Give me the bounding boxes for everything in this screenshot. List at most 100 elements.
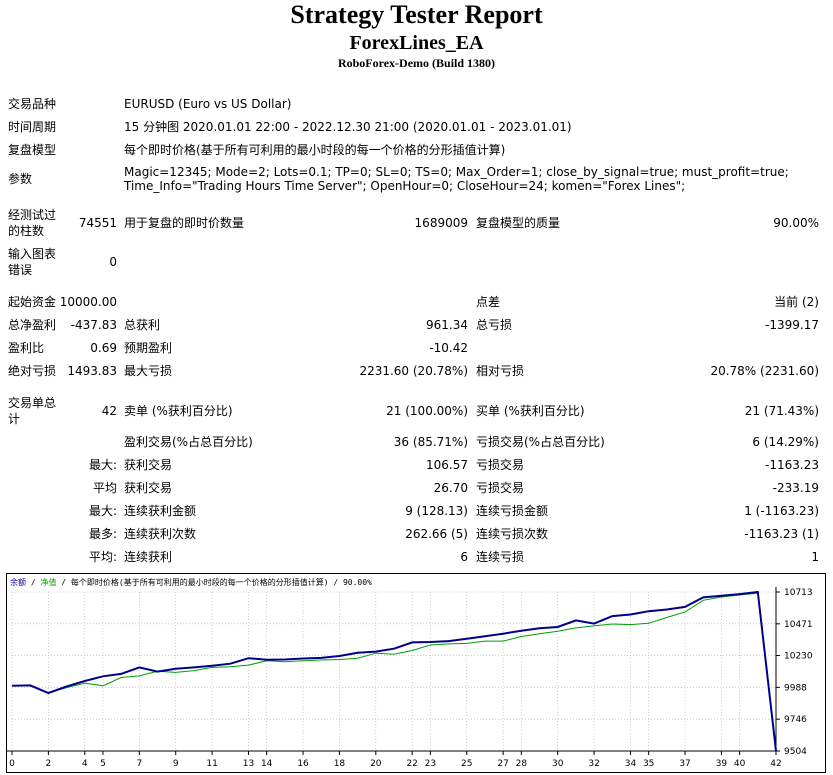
spread-label: 点差 <box>476 295 501 309</box>
short-trades-value: 21 (100.00%) <box>386 404 468 418</box>
gross-profit-value: 961.34 <box>426 318 468 332</box>
y-tick-labels: 10713 10471 10230 9988 9746 9504 <box>784 588 813 757</box>
profit-factor-value: 0.69 <box>90 341 117 355</box>
total-trades-value: 42 <box>101 404 117 418</box>
x-tick-labels: 0 2 4 5 7 9 11 13 14 16 18 20 22 23 25 27 28 30 32 34 35 37 39… <box>9 759 782 769</box>
x-tick-label: 27 <box>497 759 508 769</box>
symbol-label: 交易品种 <box>8 97 57 111</box>
errors-label-1: 输入图表 <box>8 247 57 261</box>
max-drawdown-value: 2231.60 (20.78%) <box>359 364 468 378</box>
period-value: 15 分钟图 2020.01.01 22:00 - 2022.12.30 21:… <box>124 120 572 134</box>
profit-trades-value: 36 (85.71%) <box>393 435 468 449</box>
avg-consec-wins-value: 6 <box>460 550 468 564</box>
avg-loss-label: 亏损交易 <box>476 481 525 495</box>
x-tick-label: 34 <box>625 759 637 769</box>
abs-drawdown-label: 绝对亏损 <box>8 364 57 378</box>
x-tick-label: 18 <box>334 759 346 769</box>
max-consec-wins-label: 连续获利金额 <box>124 504 197 518</box>
x-tick-label: 32 <box>588 759 599 769</box>
largest-profit-label: 获利交易 <box>124 458 173 472</box>
x-tick-label: 11 <box>206 759 217 769</box>
average-prefix: 平均 <box>92 481 117 495</box>
max-consec-loss-label: 连续亏损次数 <box>476 527 549 541</box>
x-tick-label: 22 <box>406 759 417 769</box>
most-prefix: 最多: <box>88 527 117 541</box>
chart-legend: 余额 / 净值 / 每个即时价格(基于所有可利用的最小时段的每一个价格的分形插值… <box>10 577 372 587</box>
x-tick-label: 16 <box>297 759 309 769</box>
x-tick-label: 40 <box>734 759 746 769</box>
loss-trades-label: 亏损交易(%占总百分比) <box>476 435 605 449</box>
net-profit-value: -437.83 <box>70 318 117 332</box>
avg-consec-wins-label: 连续获利 <box>124 550 173 564</box>
y-tick-label: 10713 <box>784 588 813 598</box>
initial-deposit-label: 起始资金 <box>8 295 57 309</box>
x-tick-label: 14 <box>261 759 273 769</box>
long-trades-value: 21 (71.43%) <box>744 404 819 418</box>
max-consec-losses-label: 连续亏损金额 <box>476 504 549 518</box>
x-tick-label: 20 <box>370 759 382 769</box>
largest-loss-value: -1163.23 <box>765 458 819 472</box>
bars-label-1: 经测试过 <box>8 208 57 222</box>
bars-value: 74551 <box>78 216 117 230</box>
gross-loss-value: -1399.17 <box>765 318 819 332</box>
model-value: 每个即时价格(基于所有可利用的最小时段的每一个价格的分形插值计算) <box>124 143 506 157</box>
short-trades-label: 卖单 (%获利百分比) <box>124 404 233 418</box>
total-trades-label-1: 交易单总 <box>8 396 57 410</box>
expected-payoff-value: -10.42 <box>429 341 468 355</box>
x-tick-label: 28 <box>516 759 528 769</box>
y-tick-label: 9988 <box>784 683 807 693</box>
net-profit-label: 总净盈利 <box>8 318 57 332</box>
rel-drawdown-value: 20.78% (2231.60) <box>710 364 819 378</box>
period-label: 时间周期 <box>8 120 57 134</box>
avg-consec-losses-label: 连续亏损 <box>476 550 525 564</box>
initial-deposit-value: 10000.00 <box>59 295 117 309</box>
largest-profit-value: 106.57 <box>426 458 468 472</box>
params-line-2: Time_Info="Trading Hours Time Server"; O… <box>124 179 686 193</box>
max-consec-losses-value: 1 (-1163.23) <box>744 504 819 518</box>
avg-consec-losses-value: 1 <box>811 550 819 564</box>
x-tick-label: 5 <box>100 759 106 769</box>
largest-loss-label: 亏损交易 <box>476 458 525 472</box>
ticks-label: 用于复盘的即时价数量 <box>124 216 245 230</box>
maximum-prefix: 最大: <box>88 504 117 518</box>
abs-drawdown-value: 1493.83 <box>67 364 117 378</box>
gross-profit-label: 总获利 <box>124 318 161 332</box>
profit-factor-label: 盈利比 <box>8 341 45 355</box>
y-tick-label: 9746 <box>784 715 807 725</box>
loss-trades-value: 6 (14.29%) <box>752 435 819 449</box>
y-tick-label: 9504 <box>784 747 807 757</box>
legend-rest: / 每个即时价格(基于所有可利用的最小时段的每一个价格的分形插值计算) / 90… <box>56 577 372 587</box>
total-trades-label-2: 计 <box>8 412 21 426</box>
x-tick-label: 0 <box>9 759 15 769</box>
equity-line <box>12 592 777 752</box>
x-tick-label: 42 <box>770 759 781 769</box>
avg-profit-value: 26.70 <box>433 481 468 495</box>
equity-chart: 余额 / 净值 / 每个即时价格(基于所有可利用的最小时段的每一个价格的分形插值… <box>6 573 826 773</box>
x-tick-label: 2 <box>46 759 52 769</box>
chart-series <box>11 590 777 752</box>
ticks-value: 1689009 <box>414 216 468 230</box>
avg-consec-prefix: 平均: <box>88 550 117 564</box>
quality-label: 复盘模型的质量 <box>476 216 561 230</box>
y-tick-label: 10230 <box>784 652 813 662</box>
max-drawdown-label: 最大亏损 <box>124 364 173 378</box>
x-tick-label: 39 <box>716 759 728 769</box>
x-tick-label: 25 <box>461 759 472 769</box>
rel-drawdown-label: 相对亏损 <box>476 364 525 378</box>
x-tick-label: 4 <box>82 759 88 769</box>
params-label: 参数 <box>8 172 33 186</box>
max-consec-profit-value: 262.66 (5) <box>405 527 468 541</box>
model-label: 复盘模型 <box>8 143 57 157</box>
balance-line <box>11 590 777 752</box>
legend-balance: 余额 <box>10 577 26 587</box>
max-consec-wins-value: 9 (128.13) <box>405 504 468 518</box>
gross-loss-label: 总亏损 <box>476 318 513 332</box>
legend-equity: 净值 <box>40 577 56 587</box>
quality-value: 90.00% <box>773 216 819 230</box>
x-tick-label: 7 <box>136 759 142 769</box>
y-tick-label: 10471 <box>784 620 813 630</box>
avg-loss-value: -233.19 <box>772 481 819 495</box>
expected-payoff-label: 预期盈利 <box>124 341 173 355</box>
errors-label-2: 错误 <box>8 263 33 277</box>
largest-prefix: 最大: <box>88 458 117 472</box>
